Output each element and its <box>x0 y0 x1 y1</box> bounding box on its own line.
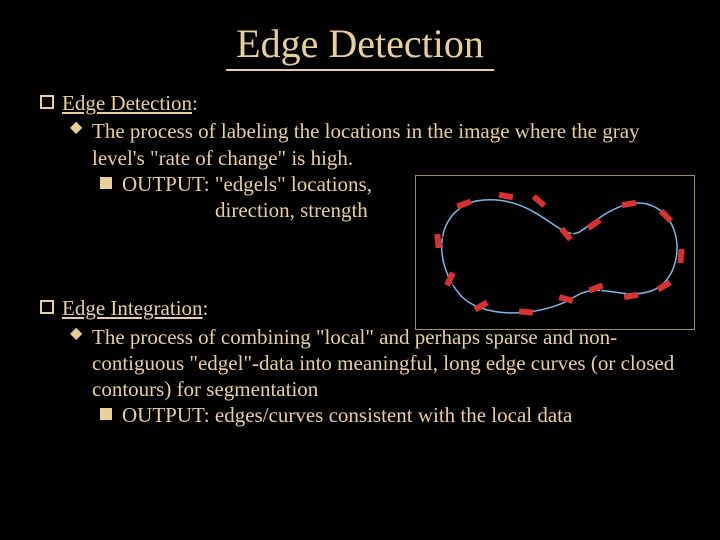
section-2-body: The process of combining "local" and per… <box>40 324 690 403</box>
edgel-diagram <box>415 175 695 330</box>
section-2-output: OUTPUT: edges/curves consistent with the… <box>40 402 690 428</box>
section-1-body: The process of labeling the locations in… <box>40 118 690 171</box>
section-1-heading: Edge Detection: <box>40 90 690 116</box>
heading-2-text: Edge Integration <box>62 296 203 320</box>
slide-title: Edge Detection <box>226 20 494 71</box>
heading-1-text: Edge Detection <box>62 91 192 115</box>
diagram-svg <box>416 176 696 331</box>
